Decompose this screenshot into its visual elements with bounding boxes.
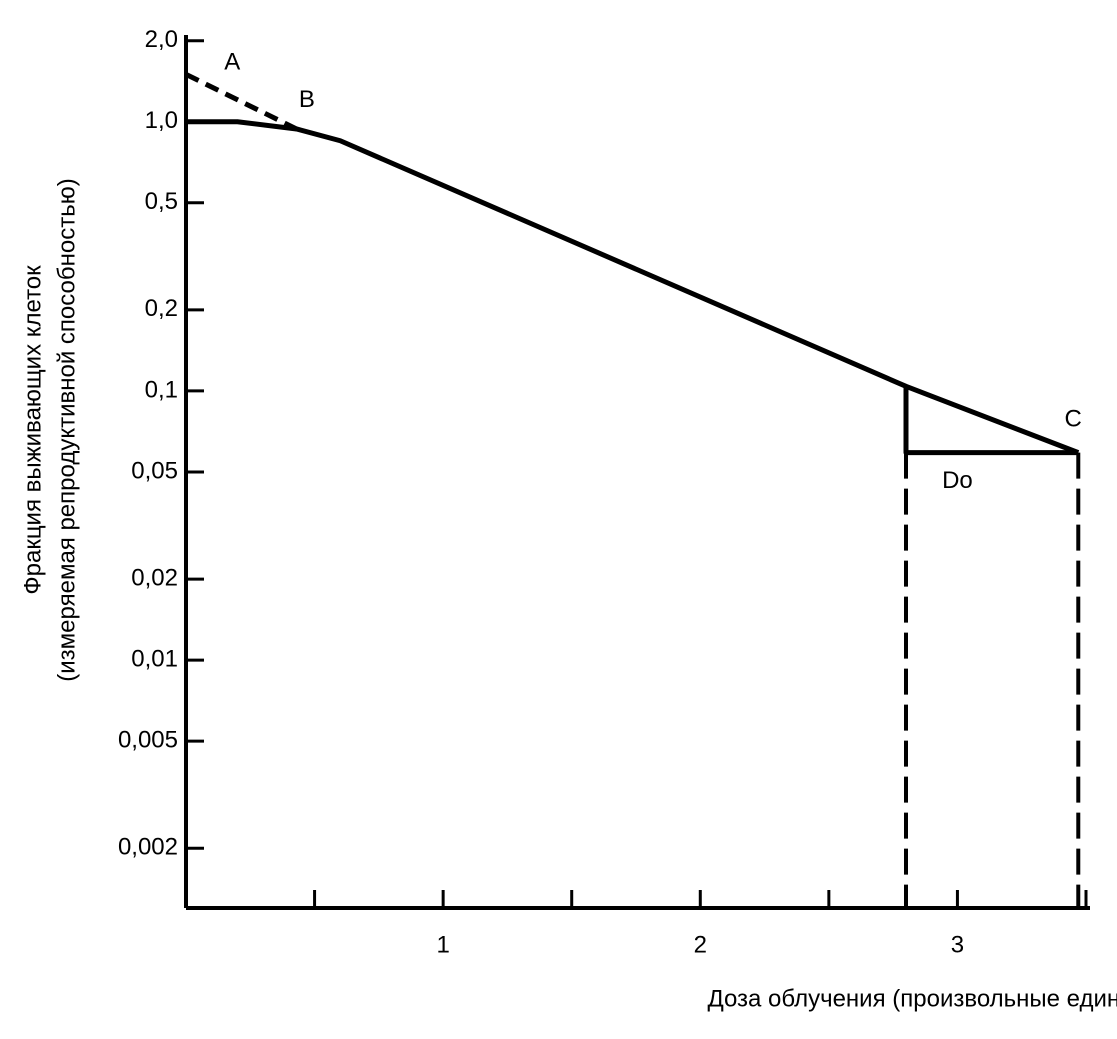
y-tick-label: 0,002 <box>118 834 178 861</box>
y-axis-label: Фракция выживающих клеток <box>19 265 46 595</box>
x-axis-label: Доза облучения (произвольные единицы) <box>707 985 1117 1012</box>
x-tick-label: 3 <box>951 931 964 958</box>
y-tick-label: 0,05 <box>131 457 178 484</box>
y-tick-label: 0,02 <box>131 564 178 591</box>
annotation: B <box>299 86 315 113</box>
annotation: A <box>224 49 240 76</box>
y-tick-label: 0,01 <box>131 645 178 672</box>
y-tick-label: 0,5 <box>145 188 178 215</box>
y-tick-label: 0,005 <box>118 727 178 754</box>
curve <box>186 119 1080 455</box>
x-tick-label: 2 <box>694 931 707 958</box>
y-tick-label: 1,0 <box>145 107 178 134</box>
annotation: C <box>1064 405 1081 432</box>
y-tick-label: 0,1 <box>145 376 178 403</box>
y-tick-label: 2,0 <box>145 26 178 53</box>
x-tick-label: 1 <box>436 931 449 958</box>
y-axis-label: (измеряемая репродуктивной способностью) <box>53 178 80 681</box>
annotation: Do <box>942 467 973 494</box>
y-tick-label: 0,2 <box>145 295 178 322</box>
